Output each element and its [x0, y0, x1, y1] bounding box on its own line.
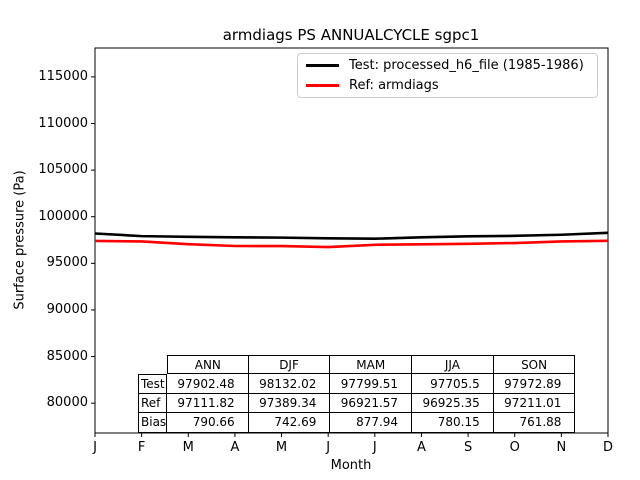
x-tick-label: F — [137, 440, 146, 455]
x-axis-label: Month — [330, 458, 372, 473]
y-tick-label: 90000 — [46, 301, 88, 317]
stats-col-header: MAM — [330, 355, 413, 375]
legend-line-sample-ref — [306, 83, 339, 87]
stats-col-header: DJF — [248, 355, 331, 375]
legend-line-sample-test — [306, 64, 339, 68]
stats-value: 96925.35 — [412, 393, 494, 414]
x-tick-label: J — [372, 440, 377, 455]
stats-value: 97111.82 — [167, 393, 249, 414]
stats-value: 97972.89 — [493, 374, 576, 394]
stats-table: ANN DJF MAM JJA SON Test 97902.48 98132.… — [138, 355, 576, 433]
series-lines — [94, 231, 609, 249]
legend-item-test: Test: processed_h6_file (1985-1986) — [306, 56, 589, 75]
stats-value: 97902.48 — [167, 374, 249, 394]
x-tick-label: A — [230, 440, 240, 455]
tick-marks — [91, 76, 609, 437]
stats-value: 98132.02 — [248, 374, 331, 394]
stats-table-corner — [138, 355, 167, 374]
x-tick-label: O — [509, 440, 520, 455]
y-tick-label: 105000 — [38, 162, 88, 178]
stats-value: 97705.5 — [412, 374, 494, 394]
y-tick-label: 85000 — [46, 348, 88, 364]
stats-value: 97389.34 — [248, 393, 331, 414]
stats-value: 780.15 — [412, 413, 494, 433]
series-line — [94, 239, 609, 249]
legend-item-ref: Ref: armdiags — [306, 76, 589, 95]
stats-value: 97799.51 — [330, 374, 413, 394]
y-tick-label: 100000 — [38, 208, 88, 224]
stats-row-label: Ref — [138, 393, 167, 414]
x-tick-label: N — [556, 440, 567, 455]
x-tick-label: A — [417, 440, 426, 455]
stats-row-label: Test — [138, 374, 167, 394]
y-tick-label: 115000 — [38, 68, 88, 84]
stats-value: 761.88 — [493, 413, 576, 433]
stats-col-header: ANN — [167, 355, 249, 375]
legend-label-ref: Ref: armdiags — [349, 77, 439, 93]
x-tick-label: M — [182, 440, 194, 455]
x-tick-label: D — [602, 440, 613, 455]
stats-col-header: SON — [493, 355, 576, 375]
legend: Test: processed_h6_file (1985-1986) Ref:… — [297, 53, 598, 98]
y-tick-label: 80000 — [46, 395, 88, 411]
stats-row-label: Bias — [138, 413, 167, 433]
axes-frame — [94, 47, 609, 434]
series-line — [94, 231, 609, 241]
x-tick-label: J — [326, 440, 331, 455]
x-tick-label: S — [463, 440, 473, 455]
stats-value: 96921.57 — [330, 393, 413, 414]
stats-value: 790.66 — [167, 413, 249, 433]
x-tick-label: J — [93, 440, 97, 455]
stats-value: 742.69 — [248, 413, 331, 433]
stats-value: 877.94 — [330, 413, 413, 433]
chart-title: armdiags PS ANNUALCYCLE sgpc1 — [222, 26, 480, 44]
legend-label-test: Test: processed_h6_file (1985-1986) — [349, 58, 584, 74]
stats-value: 97211.01 — [493, 393, 576, 414]
x-tick-label: M — [275, 440, 288, 455]
y-tick-label: 110000 — [38, 115, 88, 131]
y-tick-label: 95000 — [46, 255, 88, 271]
stats-col-header: JJA — [412, 355, 494, 375]
